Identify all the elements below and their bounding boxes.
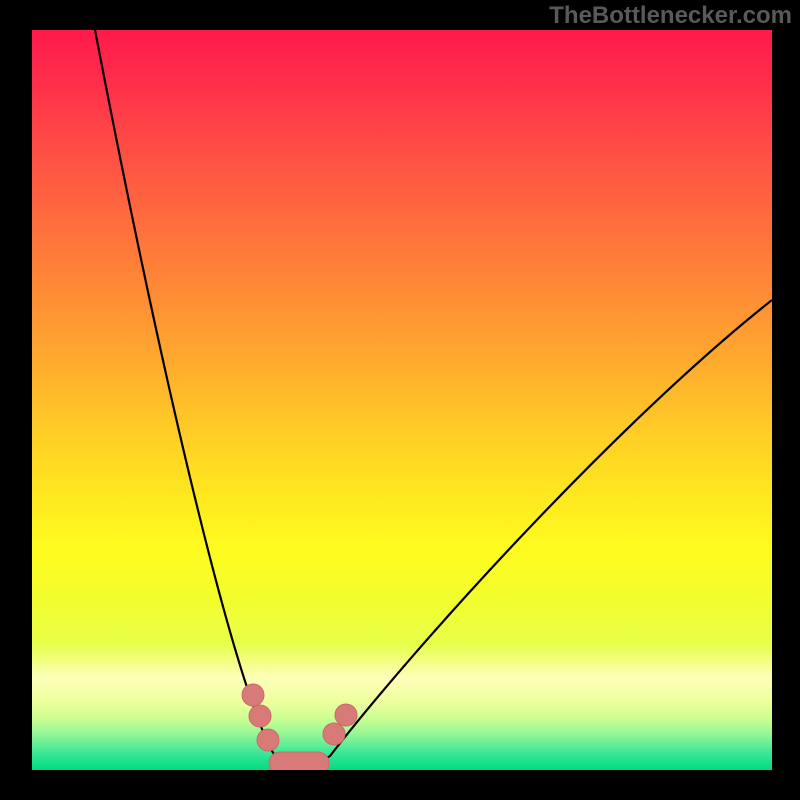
- curve-marker-4: [335, 704, 357, 726]
- curve-marker-1: [249, 705, 271, 727]
- valley-pill-marker: [269, 752, 329, 774]
- bottleneck-chart: [0, 0, 800, 800]
- gradient-background: [32, 30, 772, 770]
- watermark-text: TheBottlenecker.com: [549, 2, 792, 30]
- curve-marker-3: [323, 723, 345, 745]
- curve-marker-0: [242, 684, 264, 706]
- curve-marker-2: [257, 729, 279, 751]
